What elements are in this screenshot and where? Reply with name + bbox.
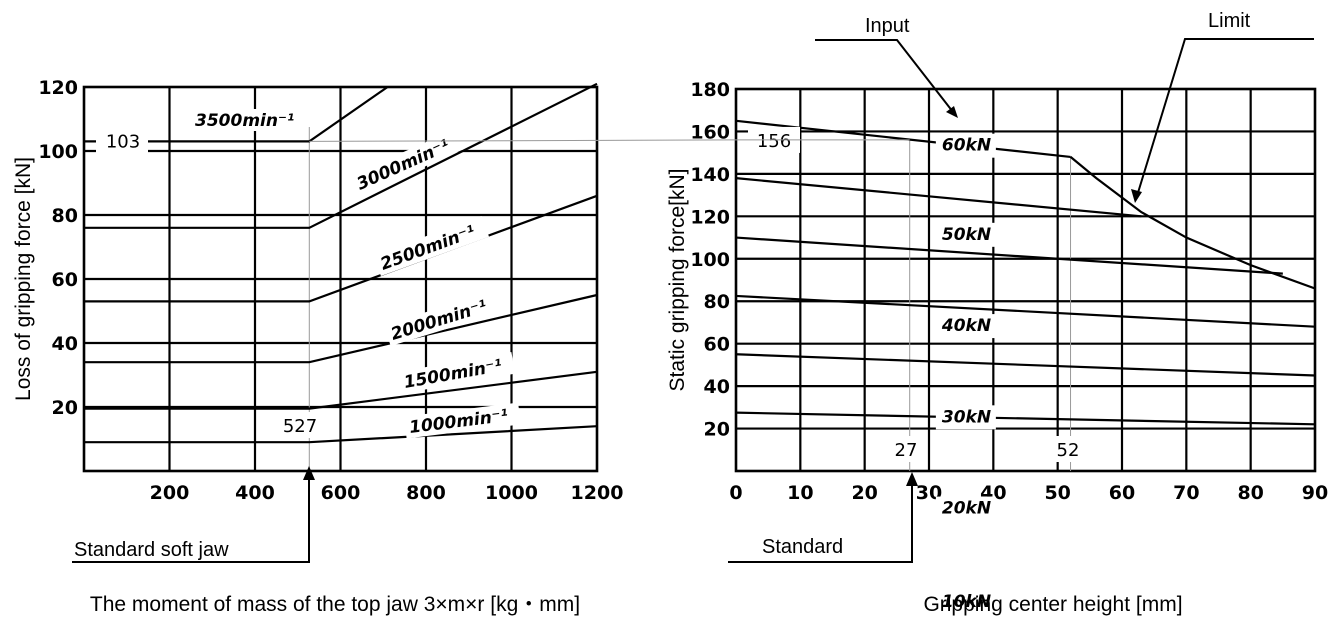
right-standard-x-label: 27 <box>895 440 918 461</box>
left-axis-y-title: Loss of gripping force [kN] <box>12 157 35 401</box>
left-xtick-600: 600 <box>321 482 361 504</box>
right-series-line-60kn <box>735 119 1071 159</box>
right-standard-y-label: 156 <box>757 131 791 152</box>
left-plot-frame <box>82 85 599 473</box>
right-limit-x-label: 52 <box>1057 440 1080 461</box>
left-ytick-100: 100 <box>38 141 78 163</box>
right-series-label-bg-10kn <box>935 589 996 614</box>
right-limit-arrowhead <box>1131 189 1142 203</box>
left-series-label-2000min: 2000min⁻¹ <box>389 297 490 345</box>
right-series-line-50kn <box>735 177 1142 218</box>
right-xtick-80: 80 <box>1237 482 1263 504</box>
right-series-line-limit <box>1069 156 1316 290</box>
right-series-label-bg-30kn <box>935 405 996 430</box>
right-series-label-bg-20kn <box>935 496 996 521</box>
right-series-label-bg-50kn <box>935 222 996 247</box>
left-series-label-1500min: 1500min⁻¹ <box>402 356 503 393</box>
right-xtick-60: 60 <box>1109 482 1135 504</box>
left-series-label-3500min: 3500min⁻¹ <box>195 111 294 131</box>
right-limit-x-label-bg <box>1050 436 1086 462</box>
right-ytick-120: 120 <box>690 206 730 228</box>
right-limit-leader <box>1136 38 1314 197</box>
right-ytick-80: 80 <box>704 291 730 313</box>
right-ytick-140: 140 <box>690 164 730 186</box>
right-xtick-90: 90 <box>1302 482 1328 504</box>
right-series-label-bg-40kn <box>935 314 996 339</box>
right-axis-y-title: Static gripping force[kN] <box>666 169 689 392</box>
left-ytick-80: 80 <box>52 205 78 227</box>
left-axis-x-title: The moment of mass of the top jaw 3×m×r … <box>90 593 580 616</box>
left-series-line-1500min <box>84 370 598 410</box>
right-xtick-30: 30 <box>916 482 942 504</box>
left-standard-y-label-bg <box>96 128 148 155</box>
left-series-line-1000min <box>84 425 598 444</box>
right-series-line-40kn <box>735 236 1283 275</box>
right-xtick-20: 20 <box>851 482 877 504</box>
left-ytick-120: 120 <box>38 77 78 99</box>
left-xtick-200: 200 <box>150 482 190 504</box>
right-ytick-160: 160 <box>690 121 730 143</box>
left-xtick-1000: 1000 <box>485 482 538 504</box>
right-limit-label: Limit <box>1208 10 1251 32</box>
left-series-label-bg-1500min <box>398 351 516 394</box>
left-series-line-3000min <box>84 82 598 229</box>
right-ytick-40: 40 <box>704 376 730 398</box>
right-series-label-10kn: 10kN <box>942 592 991 612</box>
right-ytick-100: 100 <box>690 249 730 271</box>
right-ytick-60: 60 <box>704 334 730 356</box>
right-series-line-10kn <box>735 411 1316 426</box>
left-standard-x-label-bg <box>275 412 325 438</box>
left-series-line-2000min <box>84 293 598 364</box>
left-chart-loss-of-gripping-force: 200 400 600 800 1000 1200204060801001201000mi… <box>12 77 623 616</box>
right-input-label: Input <box>865 15 910 37</box>
left-standard-soft-jaw-arrowhead <box>303 466 315 480</box>
right-xtick-70: 70 <box>1173 482 1199 504</box>
right-input-leader <box>815 39 954 113</box>
right-input-arrowhead <box>946 106 958 118</box>
right-ytick-20: 20 <box>704 419 730 441</box>
right-series-label-60kn: 60kN <box>942 136 991 156</box>
left-xtick-400: 400 <box>235 482 275 504</box>
left-series-label-bg-2000min <box>384 291 501 346</box>
right-standard-x-label-bg <box>888 436 924 462</box>
left-standard-x-label: 527 <box>283 416 317 437</box>
right-xtick-50: 50 <box>1044 482 1070 504</box>
right-standard-leader <box>728 476 913 563</box>
left-ytick-60: 60 <box>52 269 78 291</box>
right-ytick-180: 180 <box>690 79 730 101</box>
left-series-label-3000min: 3000min⁻¹ <box>354 136 453 195</box>
left-series-label-bg-3500min <box>191 109 306 131</box>
right-series-line-30kn <box>735 294 1316 328</box>
connector-guide-line <box>309 139 910 142</box>
right-plot-frame <box>734 87 1317 473</box>
right-standard-arrowhead <box>906 472 918 486</box>
left-series-line-2500min <box>84 194 598 303</box>
right-series-label-30kn: 30kN <box>942 407 991 427</box>
left-series-label-bg-2500min <box>373 216 490 277</box>
left-series-label-bg-1000min <box>403 402 521 439</box>
right-chart-static-gripping-force: 0 10 20 30 40 50 60 70 80 90204060801001201401601… <box>666 10 1328 616</box>
left-xtick-800: 800 <box>406 482 446 504</box>
right-axis-x-title: Gripping center height [mm] <box>923 593 1182 616</box>
right-xtick-0: 0 <box>729 482 742 504</box>
left-ytick-40: 40 <box>52 333 78 355</box>
right-series-line-20kn <box>735 353 1316 377</box>
connector-standard-line-left <box>309 139 737 142</box>
right-series-label-bg-60kn <box>935 133 996 158</box>
left-standard-soft-jaw-leader <box>72 470 310 563</box>
right-standard-label: Standard <box>762 536 843 558</box>
left-series-label-bg-3000min <box>349 129 464 197</box>
left-standard-soft-jaw-label: Standard soft jaw <box>74 539 229 561</box>
left-xtick-1200: 1200 <box>571 482 624 504</box>
left-standard-y-label: 103 <box>106 131 140 152</box>
left-ytick-20: 20 <box>52 397 78 419</box>
right-xtick-10: 10 <box>787 482 813 504</box>
right-series-label-50kn: 50kN <box>942 225 991 245</box>
right-series-label-20kn: 20kN <box>942 499 991 519</box>
right-series-label-40kn: 40kN <box>941 316 991 336</box>
